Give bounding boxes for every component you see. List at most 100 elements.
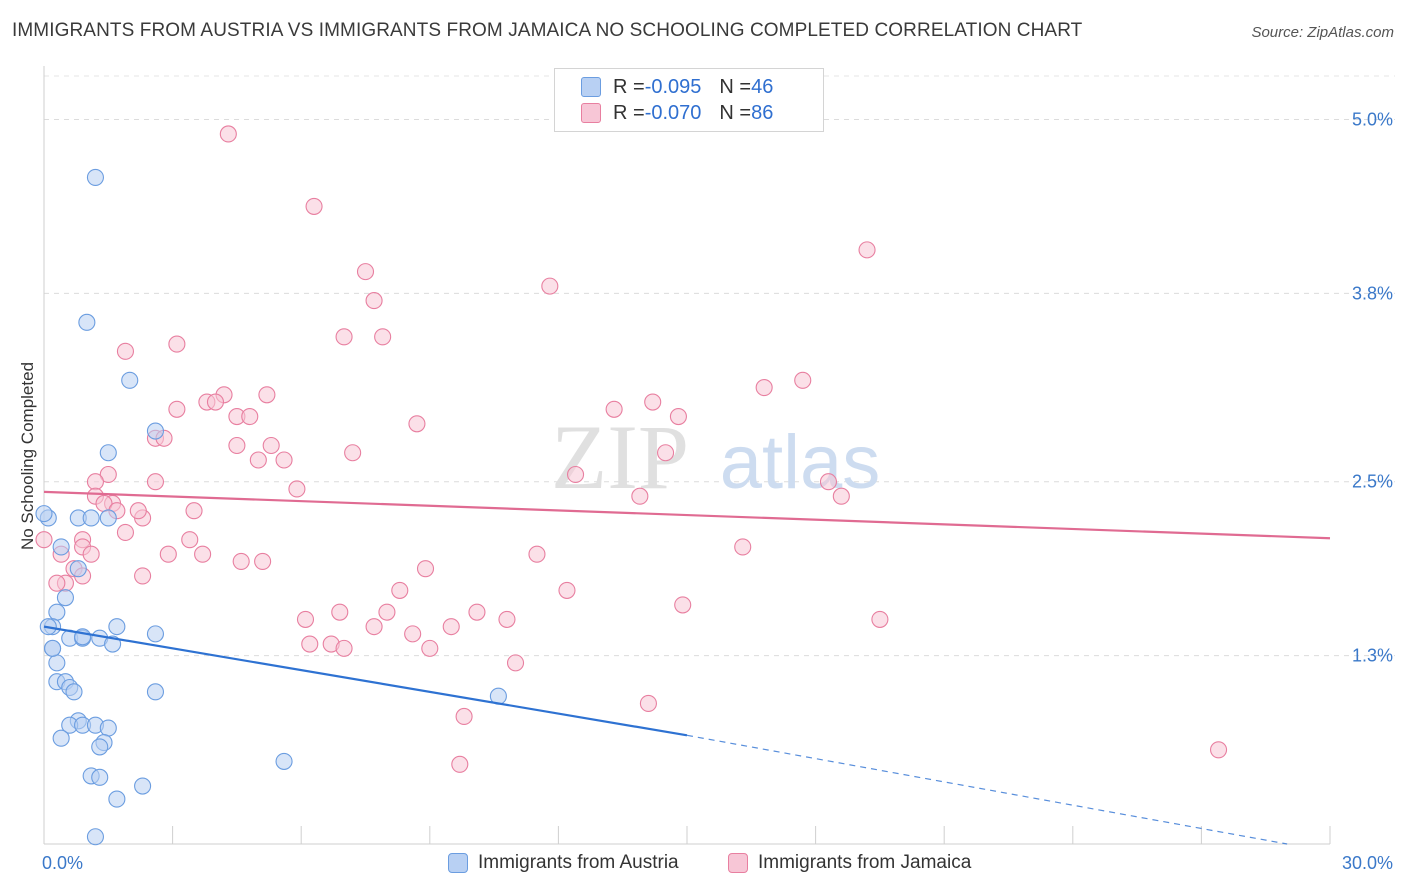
austria-point [78,313,96,331]
jamaica-point [657,444,675,462]
jamaica-point [254,552,272,570]
legend-n-label: N = [719,75,752,98]
jamaica-point [168,400,186,418]
jamaica-point [86,473,104,491]
bottom-legend-swatch-austria [448,853,468,873]
austria-point [104,635,122,653]
jamaica-point [331,603,349,621]
jamaica-point [335,639,353,657]
jamaica-point [185,502,203,520]
austria-point [91,768,109,786]
jamaica-point [288,480,306,498]
series-austria-points [35,168,507,846]
legend-r-label: R = [613,75,645,98]
jamaica-point [168,335,186,353]
austria-point [146,683,165,701]
austria-point [108,618,126,636]
source-label: Source: ZipAtlas.com [1251,24,1394,41]
austria-point [275,752,293,770]
y-tick-label: 1.3% [1352,646,1393,666]
austria-point [69,560,87,578]
austria-point [99,509,117,527]
jamaica-point [605,400,623,418]
austria-point [86,828,104,846]
jamaica-point [35,531,53,549]
jamaica-point [408,415,426,433]
austria-point [48,654,66,672]
legend-row-jamaica: R = -0.070 N = 86 [581,101,773,125]
austria-point [52,538,70,556]
jamaica-point [541,277,559,295]
jamaica-point [639,694,657,712]
axes [43,66,1331,845]
jamaica-point [181,531,199,549]
jamaica-point [301,635,319,653]
austria-point [82,509,100,527]
chart-title: IMMIGRANTS FROM AUSTRIA VS IMMIGRANTS FR… [12,20,1083,41]
jamaica-point [528,545,546,563]
bottom-legend-label-jamaica: Immigrants from Jamaica [758,852,972,873]
austria-point [99,719,117,737]
austria-point [65,683,83,701]
jamaica-point [404,625,422,643]
austria-point [56,589,74,607]
jamaica-point [819,473,838,491]
legend-n-value-jamaica: 86 [751,101,774,124]
bottom-legend-label-austria: Immigrants from Austria [478,852,679,873]
legend-swatch-austria [581,77,601,97]
jamaica-point [378,603,396,621]
jamaica-point [116,342,134,360]
y-tick-label: 3.8% [1352,283,1393,303]
jamaica-point [558,581,576,599]
jamaica-point [262,436,280,455]
watermark-atlas: atlas [720,420,881,505]
bottom-legend-austria: Immigrants from Austria [448,852,679,874]
jamaica-point [416,560,435,578]
y-tick-label: 5.0% [1352,109,1393,129]
jamaica-point [219,125,237,143]
jamaica-point [631,487,649,505]
jamaica-point [451,755,469,773]
jamaica-point [116,523,134,542]
jamaica-point [832,487,850,505]
jamaica-point [421,639,439,657]
jamaica-point [48,574,66,592]
jamaica-point [275,451,293,469]
watermark: ZIP atlas [551,406,880,508]
austria-point [35,505,53,523]
jamaica-point [644,393,662,411]
jamaica-point [734,538,752,556]
austria-point [86,168,104,186]
jamaica-point [365,292,383,310]
jamaica-point [206,393,225,411]
y-tick-label: 2.5% [1352,472,1393,492]
jamaica-point [455,707,473,726]
jamaica-point [566,465,585,484]
jamaica-point [674,596,692,614]
legend-r-value-jamaica: -0.070 [644,101,702,124]
jamaica-point [442,618,460,636]
austria-point [108,790,126,808]
jamaica-point [498,610,516,628]
austria-point [146,422,165,440]
x-tick-label: 30.0% [1342,853,1393,873]
jamaica-point [194,545,212,563]
grid-lines [44,75,1395,657]
jamaica-point [794,371,812,389]
austria-point [134,777,152,795]
tick-labels: 1.3% 2.5% 3.8% 5.0% 0.0% 30.0% [42,109,1393,873]
jamaica-point [1209,741,1228,759]
jamaica-point [391,581,409,599]
correlation-legend: R = -0.095 N = 46 R = -0.070 N = 86 [554,68,824,132]
jamaica-point [374,328,392,346]
y-axis-label: No Schooling Completed [18,361,37,551]
legend-n-label: N = [719,101,752,124]
jamaica-point [134,567,152,585]
legend-row-austria: R = -0.095 N = 46 [581,75,773,99]
jamaica-point [365,618,383,636]
jamaica-point [159,545,177,563]
jamaica-point [344,444,362,462]
austria-point [91,738,109,756]
jamaica-point [241,407,259,426]
